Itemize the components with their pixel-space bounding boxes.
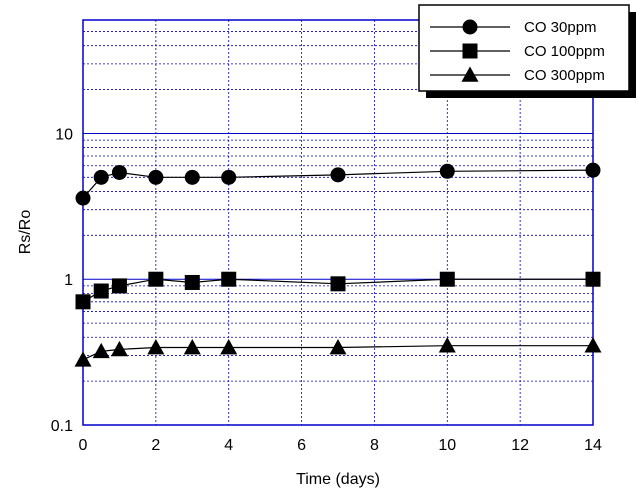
data-point-triangle: [183, 339, 201, 355]
data-point-circle: [330, 167, 346, 183]
data-point-triangle: [74, 351, 92, 367]
x-tick-label: 4: [224, 437, 233, 454]
data-point-square: [148, 271, 164, 287]
legend-label: CO 30ppm: [524, 19, 597, 36]
y-tick-label: 10: [55, 126, 73, 143]
x-tick-label: 12: [511, 437, 529, 454]
data-point-square: [221, 271, 237, 287]
legend-marker-circle: [462, 19, 478, 35]
legend: CO 30ppm CO 100ppm CO 300ppm: [418, 4, 636, 98]
legend-entry: CO 300ppm: [430, 66, 605, 84]
legend-entry: CO 100ppm: [430, 43, 605, 60]
data-point-circle: [221, 169, 237, 185]
legend-box: [418, 4, 630, 92]
data-point-triangle: [584, 337, 602, 353]
series-square: [75, 271, 601, 310]
data-point-triangle: [220, 339, 238, 355]
data-point-circle: [93, 169, 109, 185]
legend-marker-triangle: [461, 66, 479, 82]
data-point-triangle: [110, 340, 128, 357]
x-tick-label: 0: [79, 437, 88, 454]
x-tick-label: 10: [438, 437, 456, 454]
legend-label: CO 100ppm: [524, 43, 605, 60]
data-point-triangle: [147, 339, 165, 355]
x-tick-label: 2: [151, 437, 160, 454]
data-point-square: [439, 271, 455, 287]
y-axis: 0.1 1 10: [51, 126, 73, 435]
data-point-square: [75, 294, 91, 310]
plot-area: [82, 19, 594, 426]
y-axis-title: Rs/Ro: [17, 210, 34, 255]
x-axis-title: Time (days): [296, 471, 380, 488]
data-point-square: [93, 283, 109, 299]
data-point-square: [184, 274, 200, 290]
legend-label: CO 300ppm: [524, 67, 605, 84]
data-point-circle: [184, 169, 200, 185]
legend-entry: CO 30ppm: [430, 19, 597, 36]
data-point-circle: [585, 162, 601, 178]
legend-marker-square: [462, 43, 478, 59]
y-tick-label: 1: [64, 272, 73, 289]
series-triangle: [74, 337, 602, 367]
x-tick-label: 14: [584, 437, 602, 454]
x-tick-label: 6: [297, 437, 306, 454]
data-point-triangle: [438, 337, 456, 353]
data-point-square: [585, 271, 601, 287]
x-axis: 0 2 4 6 8 10 12 14: [79, 437, 602, 454]
data-point-circle: [75, 190, 91, 206]
data-point-triangle: [329, 339, 347, 355]
data-point-circle: [148, 169, 164, 185]
x-tick-label: 8: [370, 437, 379, 454]
data-point-square: [330, 276, 346, 292]
data-point-circle: [439, 163, 455, 179]
series-circle: [75, 162, 601, 206]
series-layer: [74, 162, 602, 367]
data-point-triangle: [92, 342, 110, 359]
data-point-square: [111, 278, 127, 294]
data-point-circle: [111, 164, 127, 180]
y-tick-label: 0.1: [51, 418, 73, 435]
